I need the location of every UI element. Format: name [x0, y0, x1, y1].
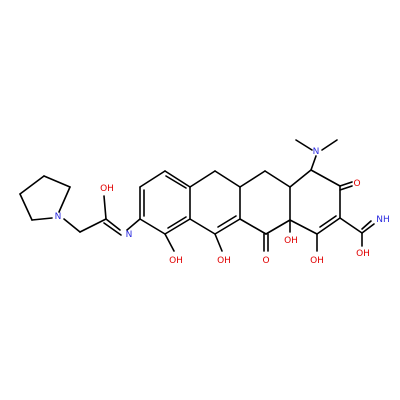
bond-c10b-c10a — [164, 218, 191, 235]
bond-c11a-c11 — [239, 218, 267, 235]
atom-n-pyrrolidine: N — [55, 212, 62, 222]
bond-camide-nh-a — [361, 223, 375, 234]
bond-methyl-left — [295, 139, 313, 151]
atom-oh-c10: OH — [217, 256, 231, 266]
bond-c3-o-a — [339, 181, 353, 187]
atom-labels: N O NH OH OH OH O OH OH N OH N — [55, 147, 390, 266]
bond-cimidate-oh — [103, 195, 107, 220]
bond-c2-camide — [339, 217, 363, 234]
bond-c3-o-b — [339, 185, 353, 191]
bond-methyl-right — [321, 139, 338, 151]
bond-c7-c8 — [139, 170, 166, 188]
bond-c10b-c10a-double — [167, 216, 187, 229]
atom-o-ketone-top: O — [353, 179, 360, 189]
bond-c5a-c6 — [214, 170, 241, 188]
atom-oh-amide: OH — [356, 249, 370, 259]
bond-c5-c5a — [239, 170, 266, 188]
bond-c4-c4a — [289, 169, 312, 188]
bond-camide-nh-b — [361, 220, 372, 230]
atom-n-dimethyl: N — [313, 147, 320, 157]
bond-pyr-c3-c4 — [19, 175, 45, 195]
bond-c1-c2 — [316, 217, 341, 235]
bond-ch2-npyr — [63, 218, 81, 233]
bond-n-cimidate — [105, 218, 121, 231]
bond-c10-c11a — [214, 218, 241, 235]
bond-c6a-c7-double — [165, 175, 187, 189]
bond-c4-c3 — [310, 169, 341, 187]
atom-nh-amide: NH — [376, 215, 390, 225]
bond-pyr-c5-n — [31, 217, 53, 221]
bond-n-cimidate-double — [103, 222, 122, 236]
atom-o-ketone-c11: O — [262, 256, 269, 266]
atom-n-imine: N — [126, 230, 133, 240]
bond-pyr-c4-c5 — [19, 193, 33, 221]
bond-c12a-c1 — [289, 219, 318, 235]
atom-oh-c1: OH — [310, 256, 324, 266]
bond-c6-c6a — [189, 170, 216, 188]
bond-c9-n — [126, 218, 141, 231]
bond-c9-c10b — [139, 218, 166, 235]
bond-c10-oh — [214, 233, 223, 252]
bond-cimidate-ch2 — [79, 218, 107, 233]
bond-c10b-oh — [164, 233, 175, 252]
atom-oh-c12: OH — [169, 256, 183, 266]
atom-oh-imidate: OH — [100, 184, 114, 194]
bond-n-c4 — [310, 155, 317, 171]
bond-pyr-c2-c3 — [43, 175, 71, 188]
bond-c10-c11a-double — [217, 215, 237, 228]
bond-c6a-c7 — [164, 170, 191, 188]
bonds — [19, 139, 375, 252]
bond-c1-c2-double — [319, 215, 337, 228]
bond-c4a-c5 — [264, 170, 291, 188]
bond-npyr-c2 — [58, 186, 71, 213]
bond-c11-c12a — [265, 219, 291, 235]
bond-c10a-c10 — [189, 218, 216, 235]
atom-oh-c12a: OH — [284, 236, 298, 246]
